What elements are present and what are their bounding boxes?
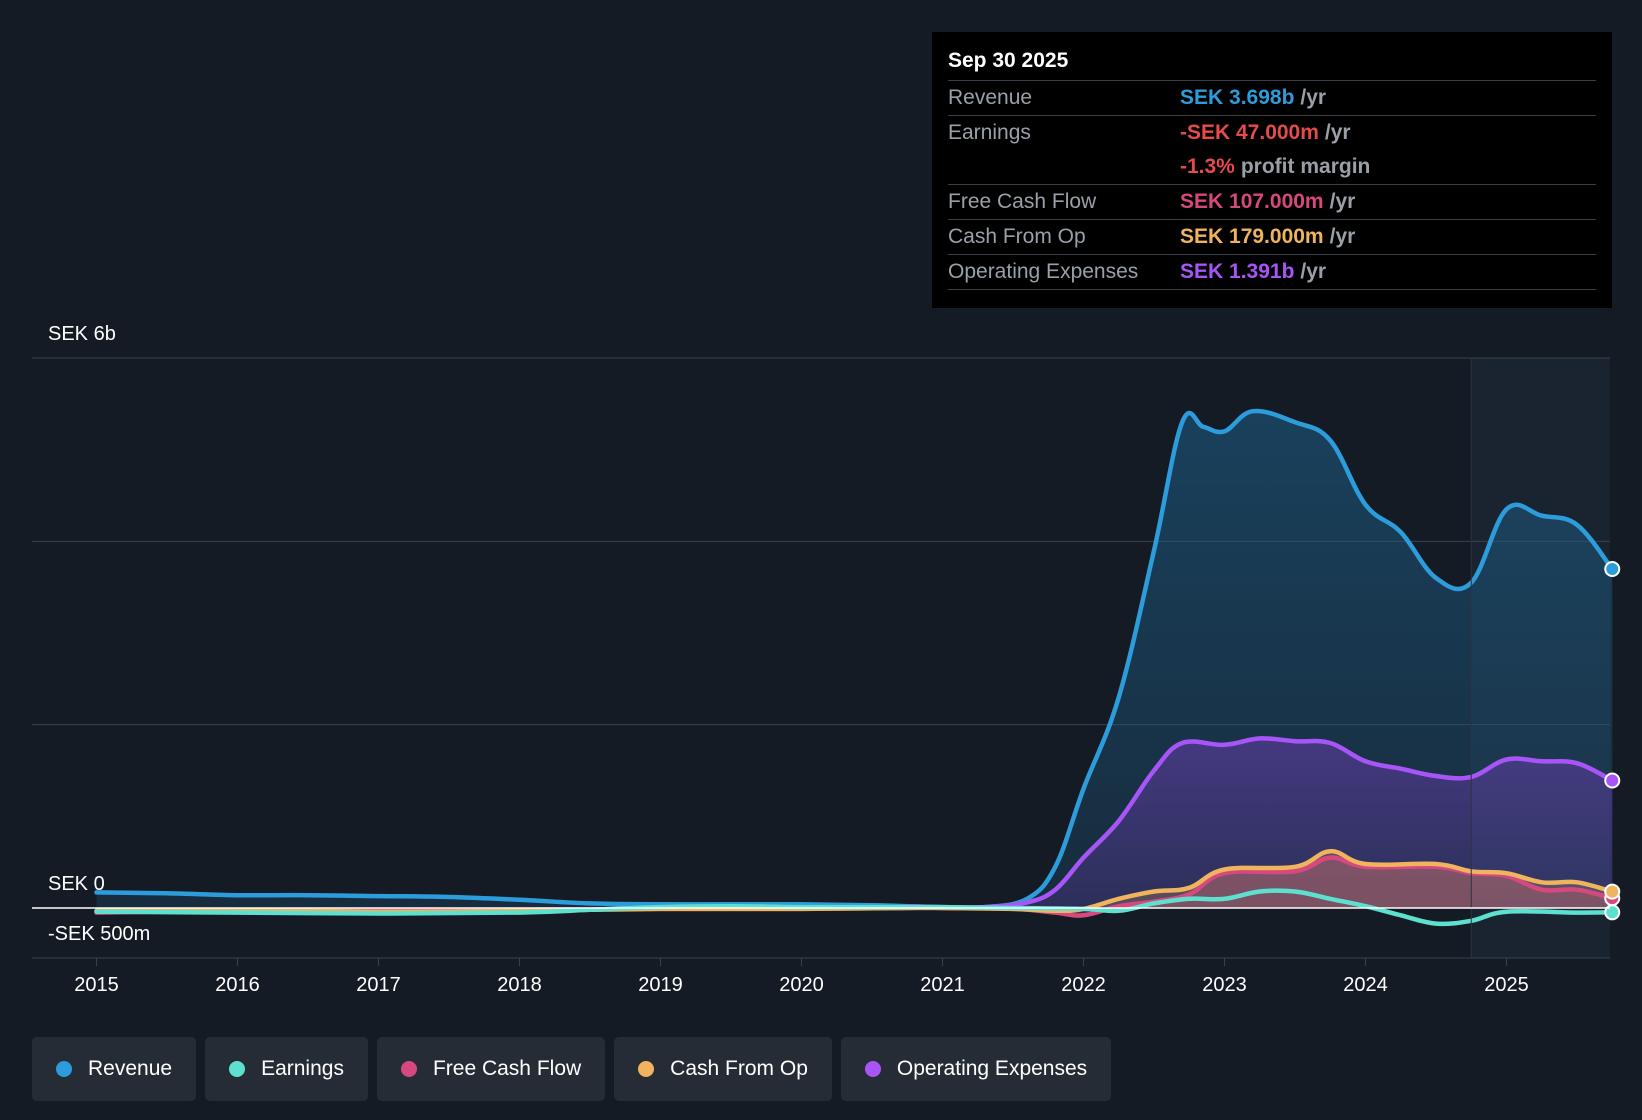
line-operating-expenses [905, 736, 1615, 910]
end-point-earnings [1604, 904, 1621, 921]
legend-item-earnings[interactable]: Earnings [205, 1037, 368, 1101]
x-tick-label: 2025 [1484, 974, 1529, 996]
end-point-revenue [1604, 561, 1621, 578]
end-point-operating-expenses [1604, 772, 1621, 789]
tooltip-value: SEK 1.391b [1180, 260, 1295, 283]
x-tick-label: 2015 [74, 974, 119, 996]
legend-dot-icon [638, 1061, 655, 1077]
x-tick-label: 2023 [1202, 974, 1247, 996]
tooltip-row-operating-expenses: Operating Expenses SEK 1.391b /yr [948, 254, 1596, 289]
x-tick-label: 2018 [497, 974, 542, 996]
tooltip-panel: Sep 30 2025 Revenue SEK 3.698b /yr Earni… [932, 32, 1612, 308]
tooltip-date: Sep 30 2025 [948, 49, 1069, 72]
legend-label: Revenue [88, 1057, 173, 1080]
legend-label: Free Cash Flow [432, 1057, 582, 1080]
tooltip-label: Cash From Op [948, 225, 1086, 248]
tooltip-row-free-cash-flow: Free Cash Flow SEK 107.000m /yr [948, 184, 1596, 219]
tooltip-value: SEK 179.000m [1180, 225, 1324, 248]
legend: Revenue Earnings Free Cash Flow Cash Fro… [32, 1037, 1112, 1101]
tooltip-label: Operating Expenses [948, 260, 1139, 283]
tooltip-unit: /yr [1324, 121, 1351, 144]
x-tick-label: 2017 [356, 974, 401, 996]
tooltip-value: SEK 3.698b [1180, 86, 1295, 109]
x-tick-label: 2020 [779, 974, 824, 996]
x-tick-label: 2022 [1061, 974, 1106, 996]
tooltip-row-profit-margin: -1.3% profit margin [948, 150, 1596, 184]
legend-label: Operating Expenses [896, 1057, 1088, 1080]
tooltip-value: -1.3% [1180, 155, 1235, 178]
tooltip-divider [948, 289, 1596, 290]
tooltip-row-revenue: Revenue SEK 3.698b /yr [948, 80, 1596, 115]
tooltip-value: -SEK 47.000m [1180, 121, 1319, 144]
tooltip-label: Free Cash Flow [948, 190, 1097, 213]
tooltip-unit: /yr [1329, 190, 1356, 213]
y-axis-bottom-label: -SEK 500m [48, 923, 150, 945]
y-axis-top-label: SEK 6b [48, 323, 116, 345]
legend-dot-icon [864, 1061, 881, 1077]
tooltip-row-earnings: Earnings -SEK 47.000m /yr [948, 115, 1596, 150]
tooltip-unit: profit margin [1240, 155, 1371, 178]
x-tick-label: 2024 [1343, 974, 1388, 996]
x-tick-label: 2016 [215, 974, 260, 996]
legend-item-revenue[interactable]: Revenue [32, 1037, 197, 1101]
legend-item-cash-from-op[interactable]: Cash From Op [614, 1037, 832, 1101]
legend-label: Cash From Op [670, 1057, 808, 1080]
tooltip-unit: /yr [1329, 225, 1356, 248]
line-revenue [94, 408, 1615, 911]
tooltip-value: SEK 107.000m [1180, 190, 1324, 213]
tooltip-unit: /yr [1300, 260, 1327, 283]
legend-dot-icon [56, 1061, 72, 1077]
end-point-cash-from-op [1604, 883, 1621, 900]
tooltip-label: Revenue [948, 86, 1033, 109]
line-earnings [94, 888, 1615, 927]
x-tick-label: 2021 [920, 974, 965, 996]
tooltip-unit: /yr [1300, 86, 1327, 109]
y-axis-zero-label: SEK 0 [48, 873, 105, 895]
tooltip-row-cash-from-op: Cash From Op SEK 179.000m /yr [948, 219, 1596, 254]
legend-dot-icon [229, 1061, 246, 1077]
legend-label: Earnings [261, 1057, 344, 1080]
legend-dot-icon [400, 1061, 417, 1077]
legend-item-operating-expenses[interactable]: Operating Expenses [840, 1037, 1112, 1101]
x-tick-label: 2019 [638, 974, 683, 996]
tooltip-label: Earnings [948, 121, 1031, 144]
legend-item-free-cash-flow[interactable]: Free Cash Flow [376, 1037, 606, 1101]
